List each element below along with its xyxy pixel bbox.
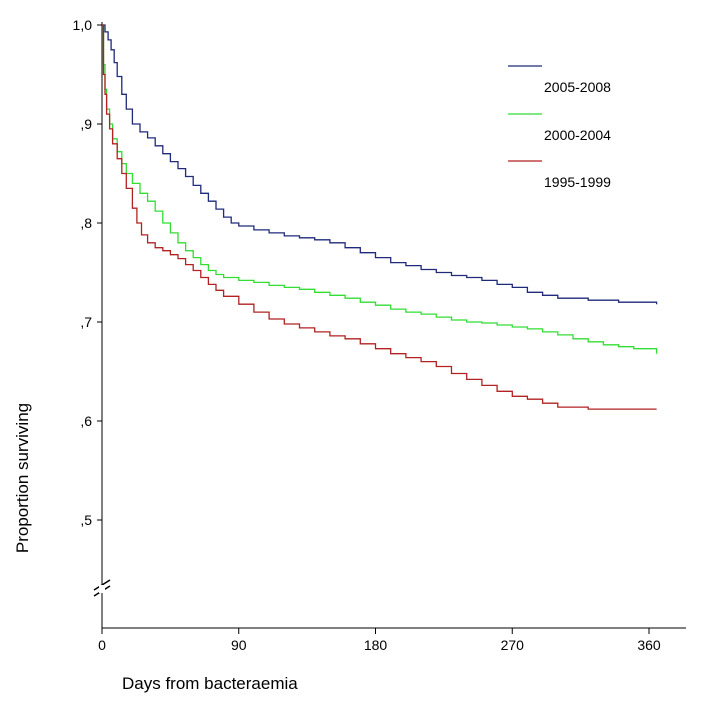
legend-label: 2000-2004 [544, 127, 611, 143]
x-tick-label: 360 [637, 637, 661, 653]
y-tick-label: ,9 [80, 116, 92, 132]
y-tick-label: ,6 [80, 413, 92, 429]
x-axis-title: Days from bacteraemia [122, 674, 298, 693]
x-ticks: 0 90 180 270 360 [98, 628, 661, 653]
x-tick-label: 180 [364, 637, 388, 653]
series-line-1995-1999 [102, 24, 657, 410]
series-lines [102, 24, 658, 410]
y-tick-label: ,5 [80, 512, 92, 528]
x-tick-label: 270 [501, 637, 525, 653]
y-ticks: 1,0 ,9 ,8 ,7 ,6 ,5 [73, 17, 102, 528]
legend: 2005-2008 2000-2004 1995-1999 [508, 65, 611, 190]
legend-label: 1995-1999 [544, 174, 611, 190]
series-line-2000-2004 [102, 24, 658, 354]
y-tick-label: ,8 [80, 215, 92, 231]
x-tick-label: 90 [231, 637, 247, 653]
y-axis-break-gap [99, 585, 105, 593]
series-line-2005-2008 [102, 24, 658, 305]
y-axis-title: Proportion surviving [13, 403, 32, 553]
y-tick-label: ,7 [80, 314, 92, 330]
legend-label: 2005-2008 [544, 79, 611, 95]
y-tick-label: 1,0 [73, 17, 93, 33]
axes [93, 22, 686, 629]
x-tick-label: 0 [98, 637, 106, 653]
